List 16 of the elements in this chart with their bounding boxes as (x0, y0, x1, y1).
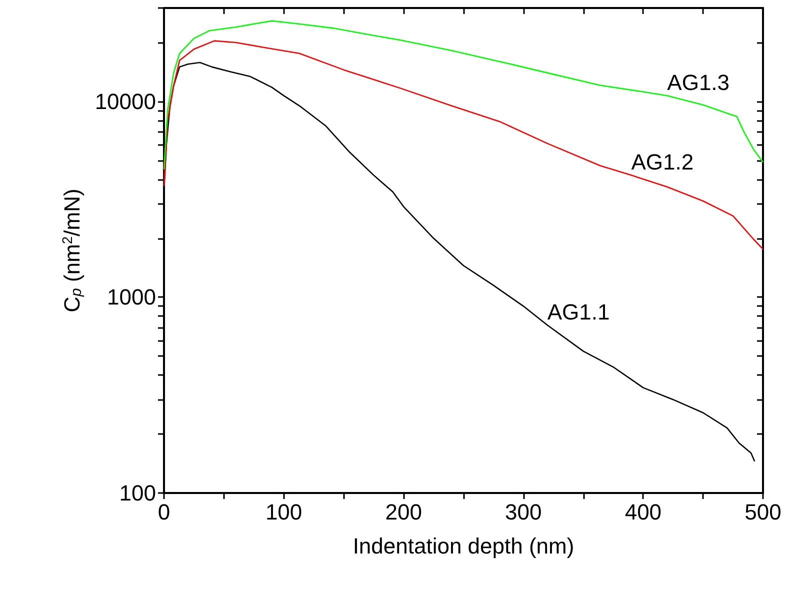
y-tick-label: 100 (119, 480, 156, 506)
line-series (163, 40, 764, 250)
x-tick-label: 100 (265, 500, 302, 524)
x-tick-label: 200 (385, 500, 422, 524)
series-label: AG1.1 (547, 300, 610, 325)
x-tick-label: 500 (744, 500, 782, 524)
y-tick-label: 1000 (107, 284, 156, 310)
line-series (163, 20, 764, 170)
series-label: AG1.2 (631, 150, 694, 175)
series-label: AG1.3 (667, 70, 730, 96)
x-tick-label: 0 (158, 500, 170, 524)
y-tick-label: 10000 (94, 88, 156, 114)
y-axis-title: Cp (nm2/mN) (58, 188, 85, 312)
x-tick-label: 400 (624, 500, 662, 524)
x-tick-label: 300 (505, 500, 542, 524)
x-axis-title: Indentation depth (nm) (352, 534, 574, 558)
